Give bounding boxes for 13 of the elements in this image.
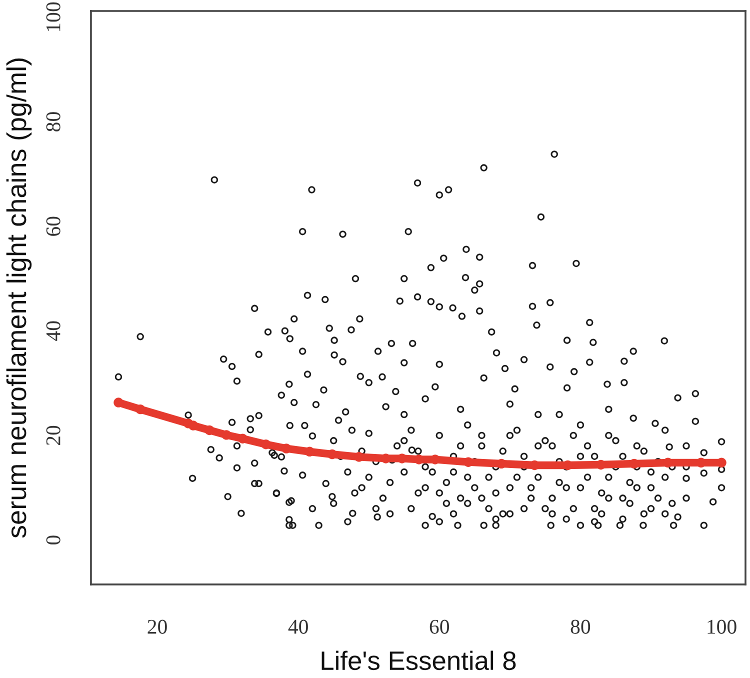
y-tick-label: 60 (46, 216, 60, 236)
x-tick-label: 80 (570, 620, 590, 634)
y-tick-label: 80 (46, 112, 60, 132)
y-tick-label: 0 (46, 536, 60, 544)
y-tick-label: 20 (46, 426, 60, 445)
y-tick-label: 40 (46, 321, 60, 341)
x-tick-label: 60 (430, 620, 450, 634)
x-tick-label: 20 (148, 620, 167, 634)
y-tick-label: 100 (46, 2, 60, 32)
y-axis-title: serum neurofilament light chains (pg/ml) (6, 58, 32, 538)
x-tick-label: 40 (288, 620, 308, 634)
x-axis-title: Life's Essential 8 (322, 650, 516, 670)
x-tick-label: 100 (708, 620, 736, 634)
